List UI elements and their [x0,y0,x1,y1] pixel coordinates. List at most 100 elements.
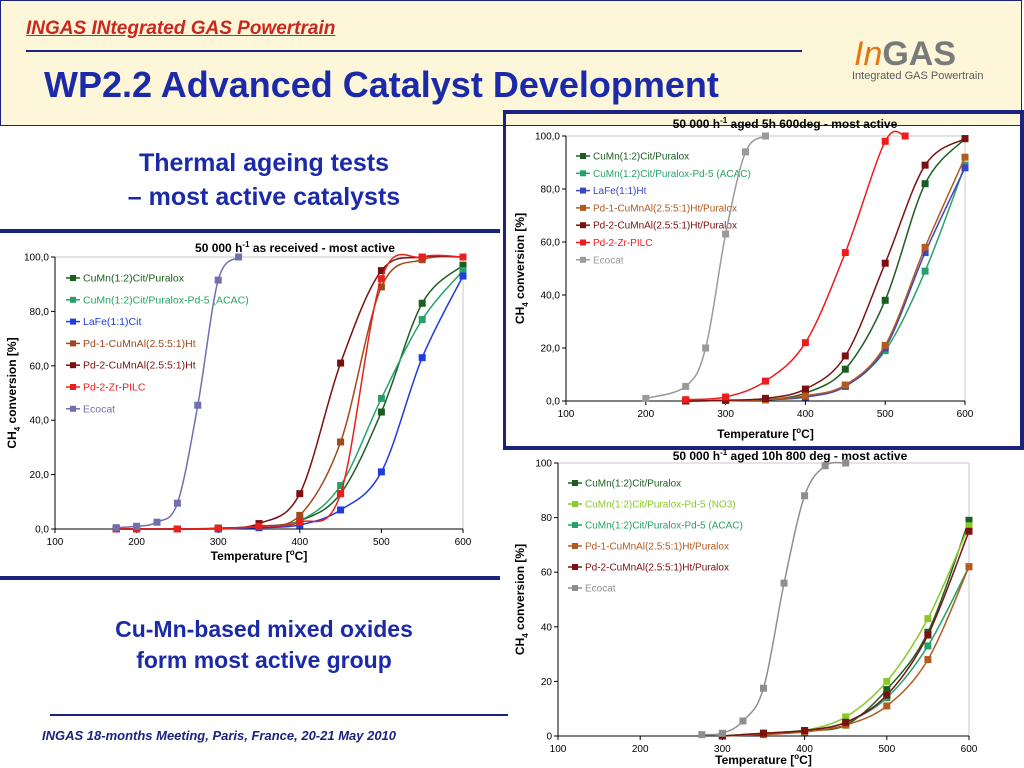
x-tick-label: 100 [47,537,64,548]
data-point [418,354,426,362]
legend-label: Pd-2-CuMnAl(2.5:5:1)Ht/Puralox [585,563,729,574]
y-tick-label: 60,0 [541,238,561,249]
data-point [377,468,385,476]
y-tick-label: 60,0 [30,361,50,372]
data-point [883,677,891,685]
data-point [337,490,345,498]
data-point [296,518,304,526]
legend-label: LaFe(1:1)Cit [83,316,141,328]
data-point [173,499,181,507]
chart-title: 50 000 h-1 aged 10h 800 deg - most activ… [673,448,908,463]
legend-label: LaFe(1:1)Ht [593,186,647,197]
x-axis-label: Temperature [oC] [211,548,308,563]
data-point [337,438,345,446]
data-point [377,408,385,416]
legend-label: Ecocat [83,403,115,415]
divider-right-edge [1020,110,1024,450]
legend-label: Ecocat [585,584,616,595]
y-axis-label: CH4 conversion [%] [513,544,530,655]
series-line [722,566,970,737]
y-tick-label: 100,0 [24,253,49,264]
legend-marker [580,170,586,177]
data-point [965,563,973,571]
chart-title: 50 000 h-1 as received - most active [195,240,395,255]
legend-label: Pd-2-Zr-PILC [593,238,652,249]
legend-marker [580,256,586,263]
legend-label: Pd-1-CuMnAl(2.5:5:1)Ht/Puralox [593,203,737,214]
y-tick-label: 20 [541,677,553,688]
data-point [377,394,385,402]
x-tick-label: 300 [210,537,227,548]
data-point [924,615,932,623]
conclusion-line-2: form most active group [136,647,392,673]
divider-upper-left [0,229,500,233]
legend-label: Pd-2-CuMnAl(2.5:5:1)Ht/Puralox [593,221,737,232]
x-tick-label: 200 [632,744,649,755]
data-point [698,731,706,739]
divider-vertical-right [503,110,506,450]
data-point [760,729,767,737]
data-point [742,148,750,156]
x-tick-label: 400 [797,409,814,420]
legend-marker [580,239,586,246]
legend-label: CuMn(1:2)Cit/Puralox [593,152,689,163]
data-point [883,702,891,710]
data-point [924,642,932,650]
x-tick-label: 600 [961,744,978,755]
project-title: INGAS INtegrated GAS Powertrain [26,18,336,39]
data-point [901,132,909,140]
logo-gas-text: GAS [882,35,957,73]
data-point [883,691,891,699]
series-line [722,525,970,737]
legend-marker [70,384,76,390]
x-tick-label: 500 [877,409,894,420]
legend-marker [580,153,586,159]
data-point [881,341,889,349]
y-tick-label: 40,0 [541,291,561,302]
chart-aged-10h-800deg: 0 20 40 60 80 100 100 200 300 400 500 600 50 000 h-1… [513,448,978,767]
legend-marker [70,275,76,281]
data-point [924,631,932,639]
x-tick-label: 500 [373,537,390,548]
data-point [842,459,850,467]
data-point [961,153,969,161]
legend-label: Ecocat [593,255,624,266]
data-point [112,524,120,532]
divider-mid-right [506,446,1024,450]
data-point [961,164,969,172]
data-point [841,365,849,373]
legend-label: CuMn(1:2)Cit/Puralox-Pd-5 (ACAC) [585,521,743,532]
x-tick-label: 100 [550,744,567,755]
legend-label: CuMn(1:2)Cit/Puralox-Pd-5 (ACAC) [593,169,751,180]
legend-marker [572,585,578,591]
legend-marker [70,318,76,325]
y-tick-label: 80,0 [30,307,50,318]
conclusion-text: Cu-Mn-based mixed oxides form most activ… [20,614,508,676]
data-point [801,492,809,500]
data-point [762,132,769,140]
section-title-line-1: Thermal ageing tests [138,149,390,177]
y-tick-label: 80,0 [541,185,561,196]
x-tick-label: 200 [637,409,654,420]
legend-marker [580,222,586,229]
legend-label: CuMn(1:2)Cit/Puralox [585,479,681,490]
series-line [685,137,966,402]
data-point [702,344,710,352]
data-point [337,506,345,514]
data-point [682,382,690,390]
data-point [418,316,426,324]
data-point [718,729,726,737]
data-point [377,275,385,283]
y-tick-label: 0 [546,732,552,743]
x-tick-label: 400 [291,537,308,548]
data-point [881,259,889,267]
chart-aged-5h-600deg: 0,0 20,0 40,0 60,0 80,0 100,0 100 200 300 400 500 6… [513,116,974,441]
y-tick-label: 0,0 [546,397,560,408]
legend-label: Pd-1-CuMnAl(2.5:5:1)Ht [83,338,196,350]
legend-marker [70,340,76,347]
series-line [722,531,970,737]
header-panel [0,0,1022,126]
data-point [762,394,769,402]
divider-top-right [506,110,1024,114]
data-point [921,161,929,169]
